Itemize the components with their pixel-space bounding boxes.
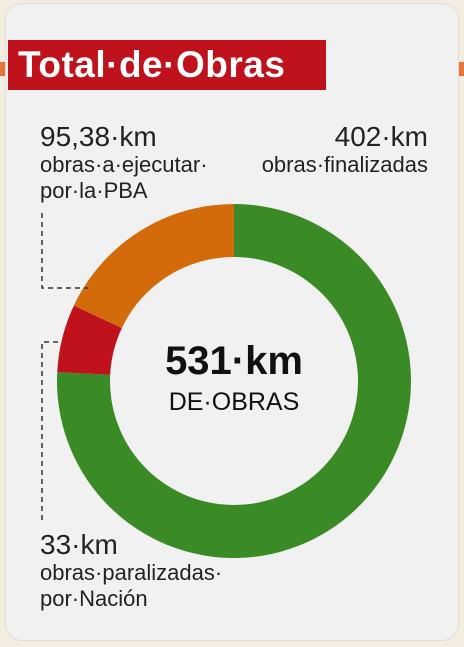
leader-line-paralizadas (41, 341, 58, 520)
pba-desc-line2: por·la·PBA (40, 178, 148, 203)
pba-value: 95,38·km (40, 121, 157, 152)
legend-label-pba: 95,38·km obras·a·ejecutar· por·la·PBA (40, 122, 208, 204)
donut-center-label: DE·OBRAS (168, 388, 300, 416)
donut-slice-pba (73, 204, 234, 329)
leader-line-pba (41, 213, 88, 289)
paralizadas-desc-line2: por·Nación (40, 586, 148, 611)
donut-center-value: 531·km (165, 339, 303, 383)
paralizadas-value: 33·km (40, 529, 118, 560)
chart-title: Total·de·Obras (18, 44, 286, 85)
legend-label-finalizadas: 402·km obras·finalizadas (262, 122, 428, 178)
legend-label-paralizadas: 33·km obras·paralizadas· por·Nación (40, 530, 222, 612)
finalizadas-desc: obras·finalizadas (261, 152, 428, 177)
paralizadas-desc-line1: obras·paralizadas· (40, 560, 223, 585)
donut-slice-paralizadas (57, 305, 122, 375)
donut-slice-finalizadas (56, 204, 411, 558)
pba-desc-line1: obras·a·ejecutar· (40, 152, 208, 177)
finalizadas-value: 402·km (334, 121, 428, 152)
title-banner (8, 40, 326, 90)
